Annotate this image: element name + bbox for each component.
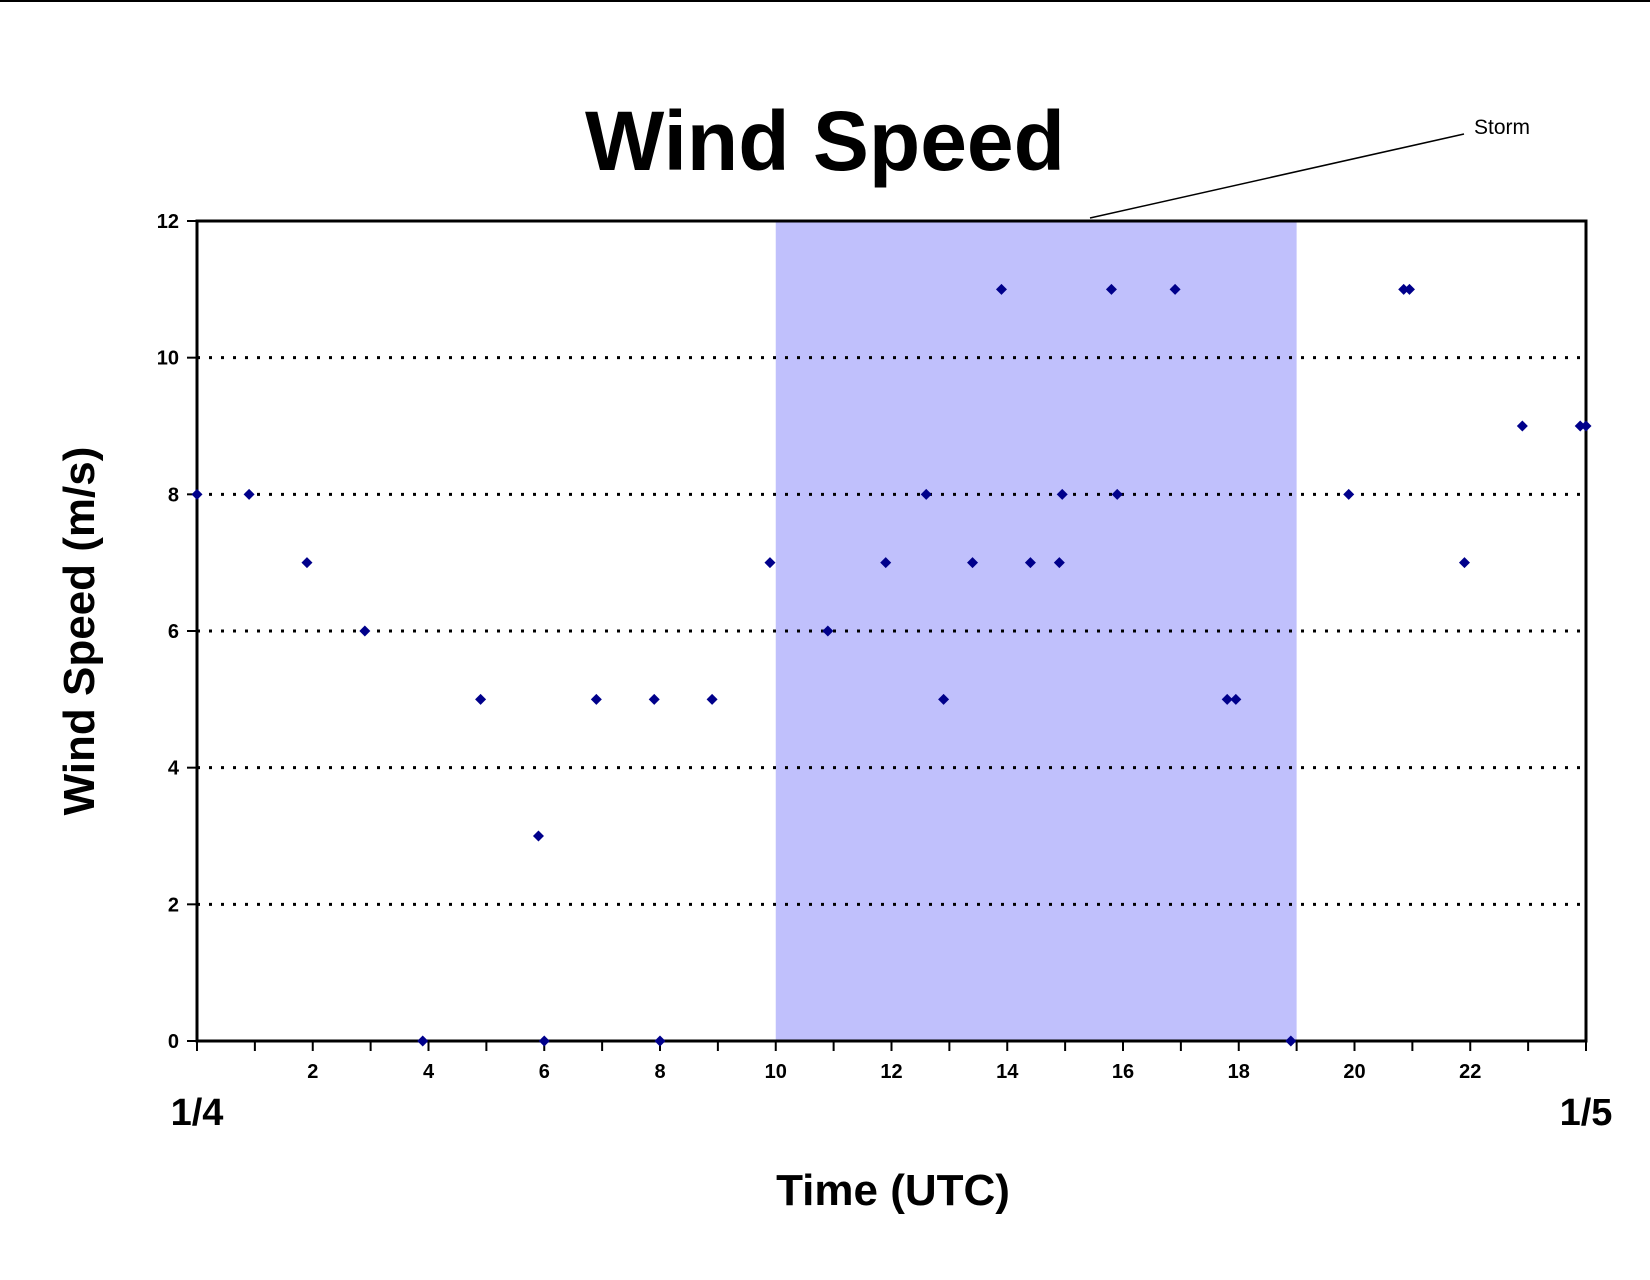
y-tick-label-6: 6 bbox=[168, 621, 179, 643]
data-point-29 bbox=[1398, 283, 1410, 295]
data-point-26 bbox=[1230, 693, 1242, 705]
data-point-6 bbox=[532, 830, 544, 842]
data-point-0 bbox=[191, 488, 203, 500]
data-point-27 bbox=[1285, 1035, 1297, 1047]
data-point-20 bbox=[1053, 557, 1065, 569]
x-tick-label-12: 12 bbox=[880, 1061, 902, 1083]
y-axis-title: Wind Speed (m/s) bbox=[55, 447, 104, 816]
data-point-4 bbox=[417, 1035, 429, 1047]
data-point-28 bbox=[1343, 488, 1355, 500]
data-point-31 bbox=[1458, 557, 1470, 569]
x-tick-label-8: 8 bbox=[654, 1061, 665, 1083]
x-axis-ticks: 2 4 6 8 10 12 14 16 18 20 22 bbox=[196, 1041, 1587, 1083]
data-point-32 bbox=[1516, 420, 1528, 432]
data-point-16 bbox=[938, 693, 950, 705]
y-tick-label-4: 4 bbox=[168, 758, 180, 780]
data-point-1 bbox=[243, 488, 255, 500]
data-point-30 bbox=[1403, 283, 1415, 295]
x-tick-label-4: 4 bbox=[423, 1061, 435, 1083]
y-tick-label-2: 2 bbox=[168, 894, 179, 916]
x-tick-label-2: 2 bbox=[307, 1061, 318, 1083]
x-tick-label-16: 16 bbox=[1112, 1061, 1134, 1083]
y-tick-label-0: 0 bbox=[168, 1031, 179, 1053]
data-point-24 bbox=[1169, 283, 1181, 295]
data-point-9 bbox=[648, 693, 660, 705]
data-point-12 bbox=[764, 557, 776, 569]
data-point-5 bbox=[475, 693, 487, 705]
storm-shaded-region bbox=[775, 221, 1297, 1041]
date-label-0: 1/4 bbox=[171, 1092, 224, 1134]
x-tick-label-6: 6 bbox=[539, 1061, 550, 1083]
y-axis-ticks: 0 2 4 6 8 10 12 bbox=[157, 211, 197, 1053]
y-tick-label-8: 8 bbox=[168, 484, 179, 506]
y-tick-label-12: 12 bbox=[157, 211, 179, 233]
chart-title: Wind Speed bbox=[585, 94, 1065, 188]
x-axis-title: Time (UTC) bbox=[776, 1166, 1010, 1215]
date-labels: 1/4 1/5 bbox=[171, 1092, 1613, 1134]
x-tick-label-10: 10 bbox=[765, 1061, 787, 1083]
y-tick-label-10: 10 bbox=[157, 348, 179, 370]
data-point-8 bbox=[590, 693, 602, 705]
x-tick-label-20: 20 bbox=[1343, 1061, 1365, 1083]
storm-annotation-label: Storm bbox=[1474, 116, 1530, 139]
data-point-7 bbox=[538, 1035, 550, 1047]
date-label-1: 1/5 bbox=[1560, 1092, 1613, 1134]
data-point-19 bbox=[1024, 557, 1036, 569]
data-point-15 bbox=[920, 488, 932, 500]
data-point-13 bbox=[822, 625, 834, 637]
data-point-33 bbox=[1574, 420, 1586, 432]
data-point-2 bbox=[301, 557, 313, 569]
data-point-18 bbox=[995, 283, 1007, 295]
x-tick-label-22: 22 bbox=[1459, 1061, 1481, 1083]
data-point-22 bbox=[1105, 283, 1117, 295]
data-point-17 bbox=[967, 557, 979, 569]
data-point-11 bbox=[706, 693, 718, 705]
storm-annotation-leader bbox=[1089, 133, 1465, 219]
data-points bbox=[191, 283, 1592, 1047]
x-tick-label-18: 18 bbox=[1228, 1061, 1250, 1083]
data-point-3 bbox=[359, 625, 371, 637]
data-point-34 bbox=[1580, 420, 1592, 432]
data-point-14 bbox=[880, 557, 892, 569]
data-point-23 bbox=[1111, 488, 1123, 500]
data-point-25 bbox=[1221, 693, 1233, 705]
data-point-10 bbox=[654, 1035, 666, 1047]
x-tick-label-14: 14 bbox=[996, 1061, 1019, 1083]
data-point-21 bbox=[1056, 488, 1068, 500]
